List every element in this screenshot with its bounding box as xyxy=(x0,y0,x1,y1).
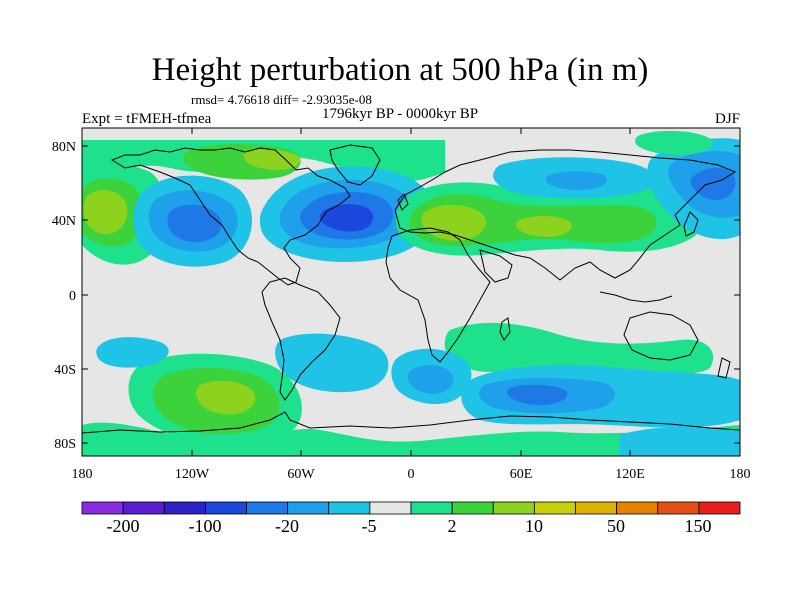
figure-title: Height perturbation at 500 hPa (in m) xyxy=(151,52,649,88)
colorbar-label-2: 2 xyxy=(448,516,457,536)
s-pacific-low-mid xyxy=(275,333,389,393)
period-label: 1796kyr BP - 0000kyr BP xyxy=(322,106,479,122)
indonesia-coast xyxy=(599,291,673,303)
colorbar-label-neg200: -200 xyxy=(107,516,140,536)
eurasia-coast xyxy=(394,149,737,281)
arctic-high-core xyxy=(243,149,301,171)
stats-label: rmsd= 4.76618 diff= -2.93035e-08 xyxy=(191,92,372,107)
lat-label-80s: 80S xyxy=(54,437,76,452)
colorbar-swatch xyxy=(163,501,206,515)
colorbar-swatch xyxy=(451,501,494,515)
n-pacific-high-core xyxy=(83,190,128,235)
latitude-axis xyxy=(82,145,740,444)
season-label: DJF xyxy=(714,111,740,127)
colorbar-swatch xyxy=(369,501,412,515)
south-america-coast xyxy=(261,277,341,401)
lon-label-60w: 60W xyxy=(287,467,315,482)
atlantic-low-core xyxy=(319,204,374,232)
lat-label-80n: 80N xyxy=(52,140,76,155)
colorbar-swatch xyxy=(122,501,165,515)
latitude-labels: 80N 40N 0 40S 80S xyxy=(52,140,76,452)
lon-label-180w: 180 xyxy=(72,467,93,482)
ne-asia-low-core xyxy=(690,167,736,200)
colorbar-swatch xyxy=(81,501,124,515)
s-pacific-high-core xyxy=(196,380,256,415)
new-zealand-coast xyxy=(717,357,731,379)
colorbar-swatch xyxy=(204,501,247,515)
colorbar-label-10: 10 xyxy=(525,516,543,536)
colorbar-swatch xyxy=(492,501,535,515)
arabia-coast xyxy=(479,249,513,283)
colorbar-label-neg5: -5 xyxy=(362,516,377,536)
antarctic-band xyxy=(82,422,740,456)
colorbar-swatch xyxy=(328,501,371,515)
colorbar-swatch xyxy=(657,501,700,515)
uk-coast xyxy=(397,193,409,211)
lat-label-40s: 40S xyxy=(54,363,76,378)
madagascar-coast xyxy=(499,317,511,341)
colorbar-label-150: 150 xyxy=(685,516,712,536)
ne-asia-high-patch xyxy=(635,130,713,155)
siberia-low-core xyxy=(545,171,608,190)
lat-label-40n: 40N xyxy=(52,214,76,229)
southern-ocean-band xyxy=(444,322,714,374)
colorbar-swatch xyxy=(287,501,330,515)
colorbar-swatch xyxy=(575,501,618,515)
colorbar-label-neg100: -100 xyxy=(189,516,222,536)
lon-label-120w: 120W xyxy=(175,467,210,482)
colorbar-swatch xyxy=(616,501,659,515)
africa-coast xyxy=(385,227,491,363)
greenland-coast xyxy=(329,144,381,186)
colorbar-label-neg20: -20 xyxy=(275,516,299,536)
colorbar xyxy=(81,501,741,515)
lon-label-180e: 180 xyxy=(730,467,751,482)
lon-label-60e: 60E xyxy=(510,467,533,482)
colorbar-swatch xyxy=(410,501,453,515)
s-indian-low-core xyxy=(506,384,568,406)
japan-coast xyxy=(683,211,699,237)
colorbar-labels: -200 -100 -20 -5 2 10 50 150 xyxy=(107,516,712,536)
antarctic-low-east xyxy=(620,426,740,456)
colorbar-swatch xyxy=(698,501,741,515)
eurasia-high-core-east xyxy=(515,216,572,237)
experiment-label: Expt = tFMEH-tfmea xyxy=(82,111,212,127)
longitude-labels: 180 120W 60W 0 60E 120E 180 xyxy=(72,467,751,482)
coastlines xyxy=(82,144,740,434)
longitude-axis xyxy=(81,128,741,456)
north-america-coast xyxy=(110,147,351,286)
s-atlantic-low-core xyxy=(407,365,454,394)
pacific-low-core xyxy=(167,204,222,243)
s-pacific-low-west xyxy=(96,337,169,368)
arctic-high-band xyxy=(82,140,445,190)
australia-coast xyxy=(623,311,699,361)
lat-label-0: 0 xyxy=(69,289,76,304)
anomaly-fields xyxy=(82,130,740,456)
antarctica-coast xyxy=(82,411,740,434)
map-panel xyxy=(82,128,740,456)
colorbar-swatch xyxy=(533,501,576,515)
colorbar-swatch xyxy=(246,501,289,515)
lon-label-120e: 120E xyxy=(615,467,645,482)
colorbar-label-50: 50 xyxy=(607,516,625,536)
lon-label-0: 0 xyxy=(408,467,415,482)
